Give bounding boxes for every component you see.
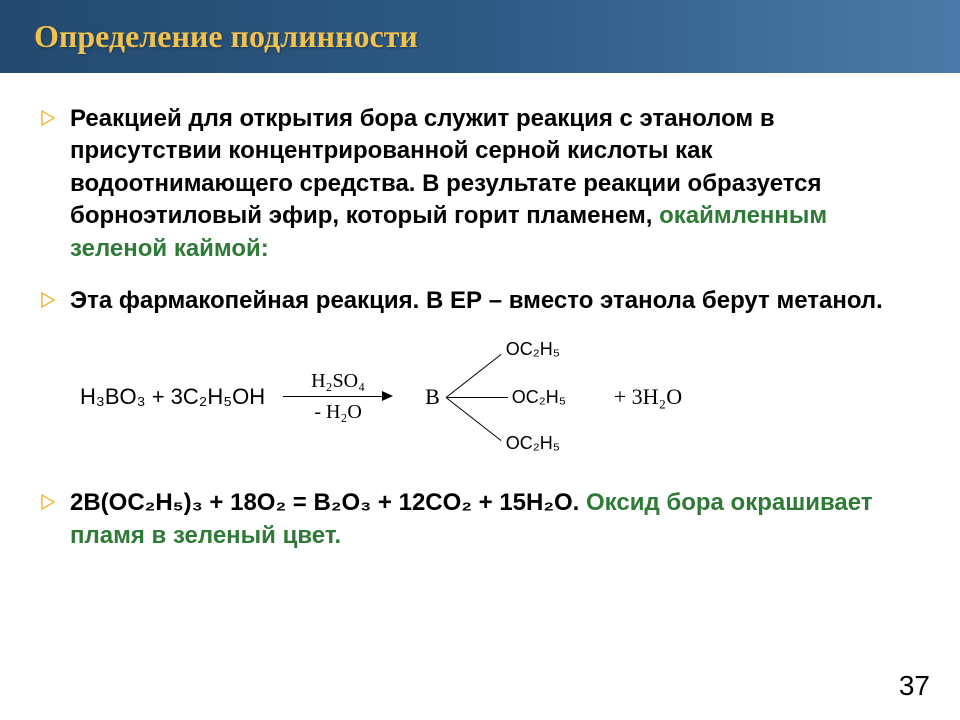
equation: H₃BO₃ + 3C₂H₅OH H₂SO₄ - H₂O B OC₂H₅ OC₂H… (80, 337, 920, 457)
bullet-2: Эта фармакопейная реакция. В ЕР – вместо… (40, 285, 920, 317)
bullet-arrow-icon (40, 109, 58, 132)
eq-reactants: H₃BO₃ + 3C₂H₅OH (80, 384, 265, 410)
slide-content: Реакцией для открытия бора служит реакци… (0, 73, 960, 552)
eq-plus-water: + 3H₂O (614, 384, 682, 410)
bond-lines: OC₂H₅ OC₂H₅ OC₂H₅ (444, 337, 584, 457)
bond-mid-line (446, 397, 508, 398)
bullet-2-text: Эта фармакопейная реакция. В ЕР – вместо… (70, 285, 920, 317)
eq-product: B OC₂H₅ OC₂H₅ OC₂H₅ (425, 337, 584, 457)
branch-top: OC₂H₅ (506, 339, 560, 360)
branch-bot: OC₂H₅ (506, 433, 560, 454)
eq-arrow-bot: - H₂O (314, 401, 362, 424)
bullet-arrow-icon (40, 291, 58, 314)
bullet-3: 2B(OC₂H₅)₃ + 18O₂ = B₂O₃ + 12CO₂ + 15H₂O… (40, 487, 920, 552)
bullet-3-eq: 2B(OC₂H₅)₃ + 18O₂ = B₂O₃ + 12CO₂ + 15H₂O… (70, 489, 586, 516)
bullet-1: Реакцией для открытия бора служит реакци… (40, 103, 920, 265)
bullet-1-text: Реакцией для открытия бора служит реакци… (70, 103, 920, 265)
bond-bot-line (445, 397, 501, 441)
boron-center: B (425, 384, 440, 410)
branch-mid: OC₂H₅ (512, 387, 566, 408)
bond-top-line (445, 354, 501, 398)
arrow-line-icon (283, 389, 393, 403)
eq-arrow: H₂SO₄ - H₂O (283, 370, 393, 424)
bullet-3-text: 2B(OC₂H₅)₃ + 18O₂ = B₂O₃ + 12CO₂ + 15H₂O… (70, 487, 920, 552)
slide-title: Определение подлинности (0, 0, 960, 73)
bullet-arrow-icon (40, 493, 58, 516)
page-number: 37 (899, 670, 930, 702)
